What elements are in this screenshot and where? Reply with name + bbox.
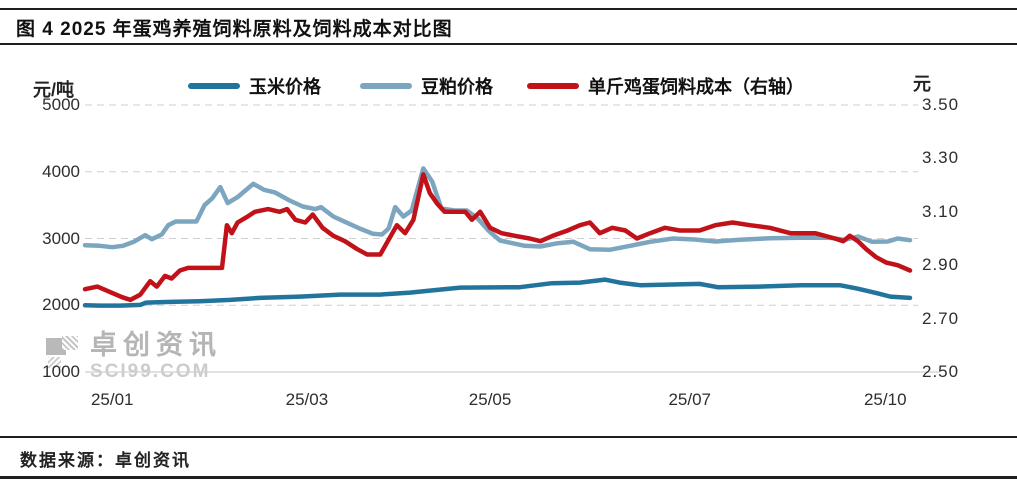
- series-line-0: [82, 277, 913, 308]
- corn-line-swatch: [188, 83, 240, 89]
- legend-item-feed-cost: 单斤鸡蛋饲料成本（右轴）: [527, 76, 804, 97]
- legend-item-soymeal: 豆粕价格: [360, 76, 493, 97]
- series-line-1: [82, 166, 913, 253]
- top-rule: [0, 8, 1017, 10]
- bottom-rule: [0, 476, 1017, 479]
- title-divider: [0, 43, 1017, 45]
- footer-divider: [0, 436, 1017, 438]
- legend-label-feed-cost: 单斤鸡蛋饲料成本（右轴）: [588, 77, 804, 97]
- feed-cost-line-swatch: [527, 83, 579, 89]
- left-axis-unit: 元/吨: [33, 80, 75, 100]
- watermark-name: 卓创资讯: [90, 330, 222, 360]
- watermark: 卓创资讯 SCI99.COM: [46, 332, 222, 381]
- legend-item-corn: 玉米价格: [188, 76, 321, 97]
- legend-label-corn: 玉米价格: [249, 77, 321, 97]
- series-line-2: [82, 172, 913, 303]
- sci-logo-icon: [46, 336, 80, 370]
- right-axis-unit: 元: [913, 74, 931, 94]
- data-source: 数据来源：卓创资讯: [20, 451, 191, 470]
- page-title: 图 4 2025 年蛋鸡养殖饲料原料及饲料成本对比图: [16, 19, 453, 40]
- soymeal-line-swatch: [360, 83, 412, 89]
- legend-label-soymeal: 豆粕价格: [421, 77, 493, 97]
